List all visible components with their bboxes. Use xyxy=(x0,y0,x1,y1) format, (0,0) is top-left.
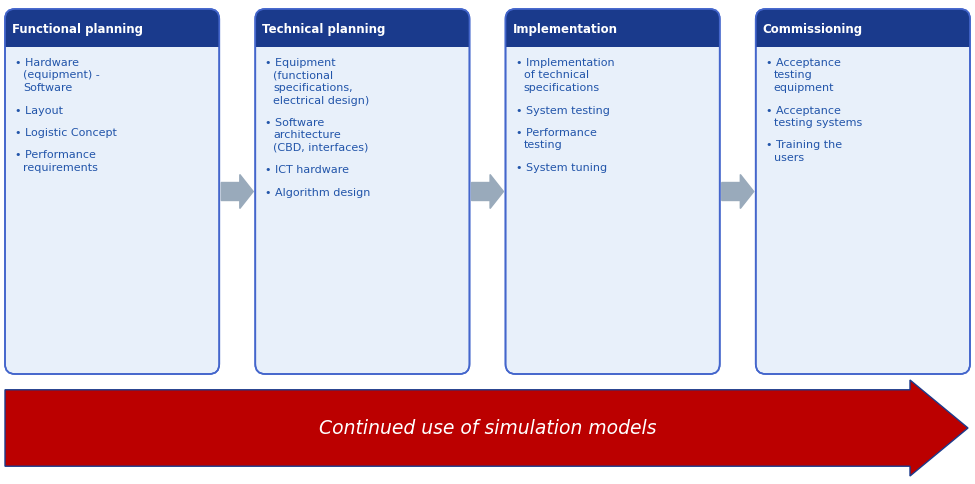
Text: (CBD, interfaces): (CBD, interfaces) xyxy=(273,143,369,152)
Text: • Acceptance: • Acceptance xyxy=(765,106,840,115)
Text: testing: testing xyxy=(774,70,812,80)
Text: • Software: • Software xyxy=(265,118,325,128)
Text: requirements: requirements xyxy=(23,163,98,173)
Text: of technical: of technical xyxy=(524,70,589,80)
Text: • Performance: • Performance xyxy=(516,128,597,138)
Text: • Training the: • Training the xyxy=(765,140,841,150)
Text: • System testing: • System testing xyxy=(516,106,609,115)
Text: users: users xyxy=(774,152,803,163)
Text: • Equipment: • Equipment xyxy=(265,58,335,68)
Text: architecture: architecture xyxy=(273,130,341,140)
Text: (equipment) -: (equipment) - xyxy=(23,70,99,80)
Text: • Performance: • Performance xyxy=(15,150,96,160)
Text: electrical design): electrical design) xyxy=(273,95,370,106)
Text: Functional planning: Functional planning xyxy=(12,22,143,35)
FancyBboxPatch shape xyxy=(505,10,720,374)
FancyBboxPatch shape xyxy=(5,10,219,48)
FancyBboxPatch shape xyxy=(255,10,470,374)
Bar xyxy=(255,29,470,48)
FancyBboxPatch shape xyxy=(5,10,219,374)
Text: testing systems: testing systems xyxy=(774,118,862,128)
Text: Commissioning: Commissioning xyxy=(762,22,863,35)
Text: Continued use of simulation models: Continued use of simulation models xyxy=(319,419,656,438)
FancyArrow shape xyxy=(472,175,503,209)
Text: • Hardware: • Hardware xyxy=(15,58,79,68)
FancyBboxPatch shape xyxy=(255,10,470,48)
Text: specifications: specifications xyxy=(524,83,600,93)
Bar xyxy=(505,29,720,48)
Text: Software: Software xyxy=(23,83,72,93)
Text: Implementation: Implementation xyxy=(513,22,617,35)
Text: equipment: equipment xyxy=(774,83,835,93)
Text: • Implementation: • Implementation xyxy=(516,58,614,68)
Text: • Logistic Concept: • Logistic Concept xyxy=(15,128,117,138)
FancyBboxPatch shape xyxy=(756,10,970,48)
FancyArrow shape xyxy=(221,175,254,209)
Text: • ICT hardware: • ICT hardware xyxy=(265,165,349,175)
Text: Technical planning: Technical planning xyxy=(262,22,386,35)
Bar xyxy=(756,29,970,48)
Text: • Acceptance: • Acceptance xyxy=(765,58,840,68)
Text: • Layout: • Layout xyxy=(15,106,63,115)
Text: testing: testing xyxy=(524,140,563,150)
Text: (functional: (functional xyxy=(273,70,333,80)
Bar xyxy=(5,29,219,48)
FancyBboxPatch shape xyxy=(756,10,970,374)
Text: specifications,: specifications, xyxy=(273,83,353,93)
Text: • System tuning: • System tuning xyxy=(516,163,606,173)
Text: • Algorithm design: • Algorithm design xyxy=(265,188,370,197)
FancyArrow shape xyxy=(722,175,754,209)
FancyArrow shape xyxy=(5,380,968,476)
FancyBboxPatch shape xyxy=(505,10,720,48)
